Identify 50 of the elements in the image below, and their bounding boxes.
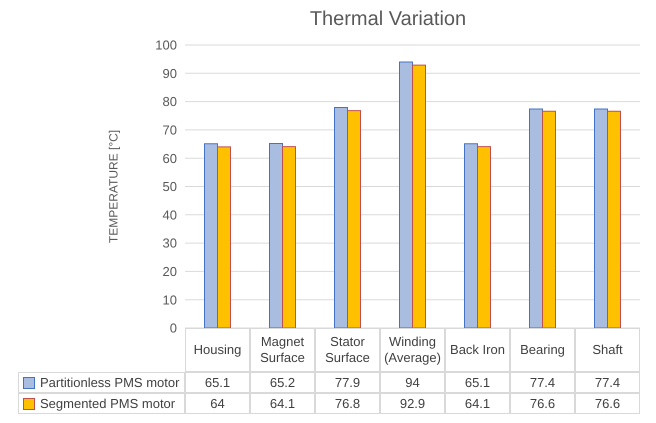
bar	[607, 110, 621, 328]
y-axis-title: TEMPERATURE [°C]	[106, 130, 120, 244]
y-tick-label: 70	[162, 122, 177, 138]
data-label: 64.1	[250, 393, 315, 414]
data-label: 94	[380, 372, 445, 393]
y-tick-label: 20	[162, 264, 177, 280]
bar	[269, 142, 283, 328]
y-tick-label: 0	[170, 320, 177, 336]
bar	[464, 143, 478, 328]
bar	[477, 146, 491, 328]
y-tick-label: 40	[162, 207, 177, 222]
data-label: 77.4	[575, 372, 640, 393]
data-label: 64	[185, 393, 250, 414]
bar	[412, 64, 426, 328]
bar	[282, 146, 296, 328]
data-label: 76.6	[510, 393, 575, 414]
x-tick-label: Housing	[185, 328, 250, 372]
y-tick-label: 90	[162, 66, 177, 81]
y-tick-label: 10	[162, 292, 177, 308]
data-label: 76.8	[315, 393, 380, 414]
data-label: 76.6	[575, 393, 640, 414]
y-tick-label: 80	[162, 94, 177, 110]
x-tick-label: Magnet Surface	[250, 328, 315, 372]
x-tick-label: Back Iron	[445, 328, 510, 372]
legend-label: Partitionless PMS motor	[40, 374, 180, 390]
x-tick-label: Shaft	[575, 328, 640, 372]
y-tick-label: 50	[162, 179, 177, 194]
y-tick-label: 60	[162, 150, 177, 166]
bar	[217, 146, 231, 328]
chart-title: Thermal Variation	[308, 8, 468, 31]
x-tick-label: Stator Surface	[315, 328, 380, 372]
data-label: 65.1	[445, 372, 510, 393]
bar	[204, 143, 218, 328]
data-label: 77.9	[315, 372, 380, 393]
bar	[529, 108, 543, 328]
bar	[399, 61, 413, 328]
legend-label: Segmented PMS motor	[40, 396, 176, 412]
bar	[347, 110, 361, 328]
x-tick-label: Bearing	[510, 328, 575, 372]
bar	[594, 108, 608, 328]
data-label: 92.9	[380, 393, 445, 414]
data-label: 65.1	[185, 372, 250, 393]
data-label: 77.4	[510, 372, 575, 393]
y-tick-label: 30	[162, 236, 177, 251]
data-label: 64.1	[445, 393, 510, 414]
x-tick-label: Winding (Average)	[380, 328, 445, 372]
bar	[334, 107, 348, 328]
y-tick-label: 100	[155, 38, 177, 53]
bar	[542, 110, 556, 328]
data-label: 65.2	[250, 372, 315, 393]
